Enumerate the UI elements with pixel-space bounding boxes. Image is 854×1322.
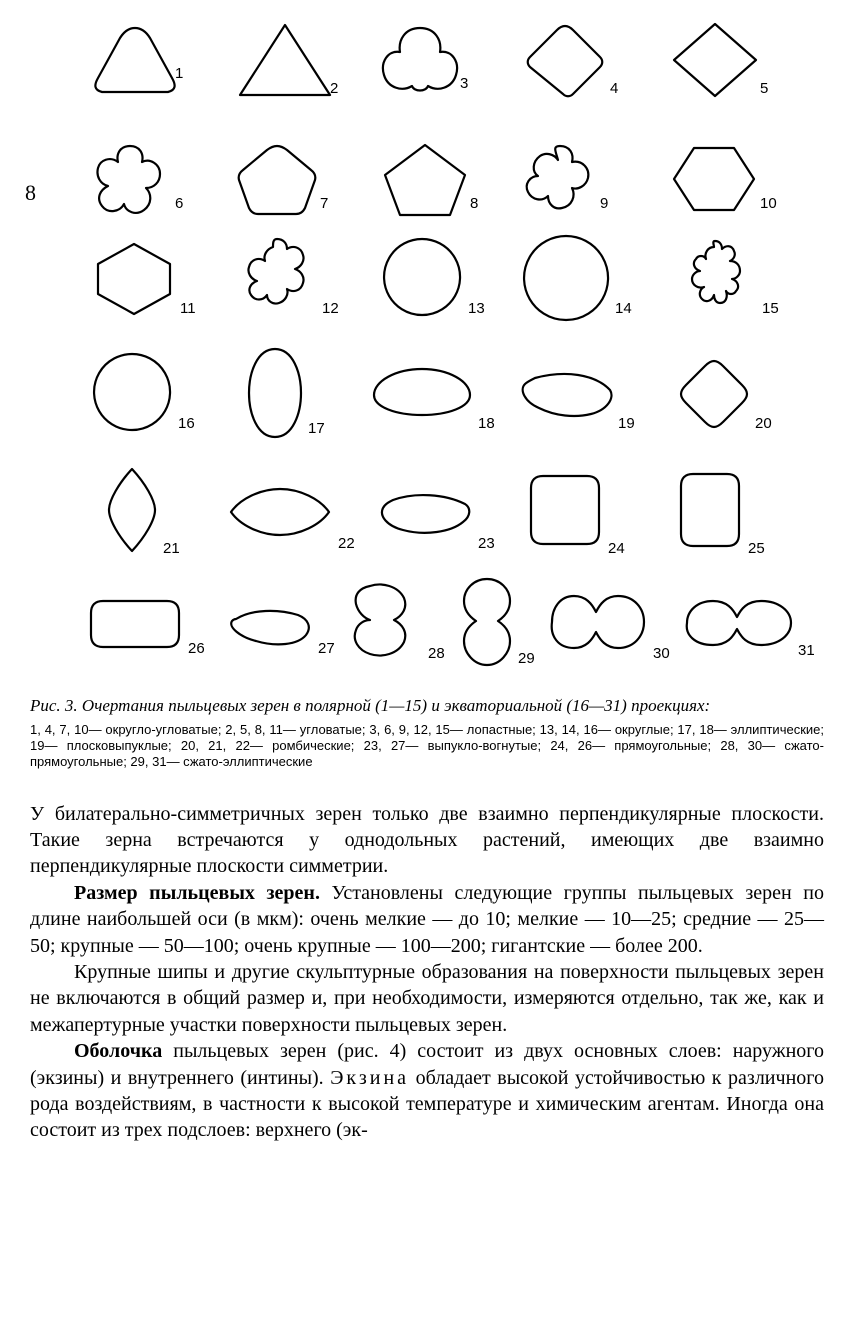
shape-31 <box>685 595 795 650</box>
shape-label-9: 9 <box>600 195 608 212</box>
shape-label-23: 23 <box>478 535 495 552</box>
body-text: У билатерально-симметричных зерен только… <box>30 801 824 1144</box>
shape-label-12: 12 <box>322 300 339 317</box>
shape-24 <box>525 470 605 550</box>
paragraph-1: У билатерально-симметричных зерен только… <box>30 801 824 880</box>
shape-label-15: 15 <box>762 300 779 317</box>
shape-4 <box>520 20 610 100</box>
shape-18 <box>370 365 475 420</box>
spaced-term-exine: Экзина <box>330 1067 409 1089</box>
shape-23 <box>375 490 475 538</box>
shape-15 <box>670 235 760 323</box>
shape-label-25: 25 <box>748 540 765 557</box>
shape-label-18: 18 <box>478 415 495 432</box>
shape-label-10: 10 <box>760 195 777 212</box>
shape-8 <box>380 140 470 220</box>
shape-label-22: 22 <box>338 535 355 552</box>
shape-30 <box>550 590 650 655</box>
shape-7 <box>235 140 320 218</box>
shape-label-17: 17 <box>308 420 325 437</box>
shape-label-14: 14 <box>615 300 632 317</box>
shape-label-8: 8 <box>470 195 478 212</box>
shape-label-28: 28 <box>428 645 445 662</box>
shape-label-21: 21 <box>163 540 180 557</box>
shape-16 <box>90 350 175 435</box>
shape-label-5: 5 <box>760 80 768 97</box>
shape-label-31: 31 <box>798 642 815 659</box>
shape-3 <box>380 20 460 100</box>
shape-2 <box>235 20 335 100</box>
shape-21 <box>105 465 160 555</box>
shape-label-20: 20 <box>755 415 772 432</box>
shape-13 <box>380 235 465 320</box>
shape-label-3: 3 <box>460 75 468 92</box>
shape-17 <box>245 345 305 440</box>
shape-label-1: 1 <box>175 65 183 82</box>
shape-26 <box>85 595 185 653</box>
shape-label-16: 16 <box>178 415 195 432</box>
figure-shapes-grid: 1234567891011121314151617181920212223242… <box>50 20 830 675</box>
shape-label-4: 4 <box>610 80 618 97</box>
shape-1 <box>90 20 180 100</box>
shape-28 <box>350 580 425 665</box>
shape-label-26: 26 <box>188 640 205 657</box>
run-in-heading-shell: Оболочка <box>74 1040 162 1062</box>
shape-6 <box>90 140 170 220</box>
shape-29 <box>460 575 515 670</box>
shape-label-7: 7 <box>320 195 328 212</box>
shape-label-27: 27 <box>318 640 335 657</box>
shape-27 <box>220 605 315 650</box>
shape-12 <box>235 235 320 320</box>
shape-label-6: 6 <box>175 195 183 212</box>
figure-caption-title: Рис. 3. Очертания пыльцевых зерен в поля… <box>30 695 824 718</box>
paragraph-3: Крупные шипы и другие скульптурные образ… <box>30 959 824 1038</box>
shape-14 <box>520 232 612 324</box>
shape-20 <box>675 355 753 433</box>
shape-label-2: 2 <box>330 80 338 97</box>
figure-caption-body: 1, 4, 7, 10— округло-угловатые; 2, 5, 8,… <box>30 722 824 771</box>
shape-25 <box>675 468 745 552</box>
shape-label-11: 11 <box>180 300 196 317</box>
paragraph-2: Размер пыльцевых зерен. Установлены след… <box>30 880 824 959</box>
paragraph-4: Оболочка пыльцевых зерен (рис. 4) состои… <box>30 1038 824 1144</box>
shape-label-24: 24 <box>608 540 625 557</box>
shape-10 <box>670 140 758 218</box>
shape-label-13: 13 <box>468 300 485 317</box>
shape-5 <box>670 20 760 100</box>
shape-22 <box>225 485 335 540</box>
shape-label-19: 19 <box>618 415 635 432</box>
shape-label-29: 29 <box>518 650 535 667</box>
shape-label-30: 30 <box>653 645 670 662</box>
shape-9 <box>520 140 600 218</box>
shape-19 <box>515 370 615 420</box>
page-number: 8 <box>25 180 36 206</box>
shape-11 <box>90 240 178 318</box>
run-in-heading-size: Размер пыльцевых зерен. <box>74 882 320 904</box>
